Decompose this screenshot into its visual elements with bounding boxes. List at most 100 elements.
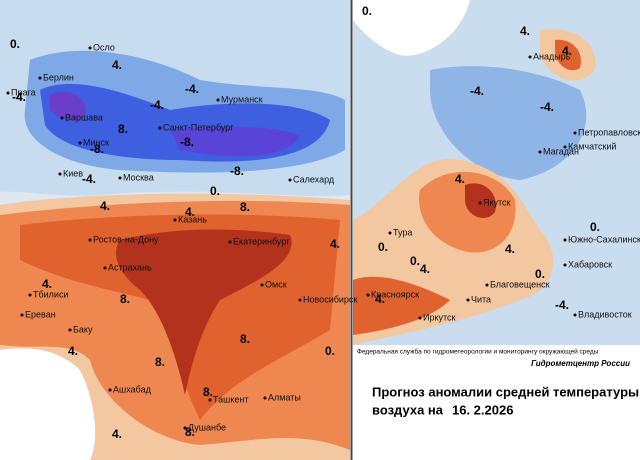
contour-label: 8. — [203, 385, 213, 399]
city-dot — [216, 98, 220, 102]
contour-label: 8. — [240, 200, 250, 214]
city-dot — [28, 293, 32, 297]
city-dot — [298, 298, 302, 302]
contour-label: 4. — [68, 344, 78, 358]
contour-label: 8. — [120, 292, 130, 306]
contour-label: -4. — [185, 82, 199, 96]
city-label: Киев — [63, 168, 83, 178]
city-dot — [38, 76, 42, 80]
contour-label: -4. — [82, 172, 96, 186]
city-dot — [228, 240, 232, 244]
contour-label: 0. — [378, 240, 388, 254]
city-dot — [563, 238, 567, 242]
city-dot — [6, 91, 10, 95]
contour-label: 4. — [112, 427, 122, 441]
city-dot — [466, 298, 470, 302]
city-label: Владивосток — [578, 309, 632, 319]
city-dot — [538, 150, 542, 154]
city-dot — [183, 426, 187, 430]
city-dot — [58, 172, 62, 176]
city-dot — [78, 141, 82, 145]
city-label: Тура — [393, 227, 412, 237]
contour-label: 4. — [100, 199, 110, 213]
city-dot — [366, 293, 370, 297]
center-name: Гидрометцентр России — [531, 359, 630, 368]
contour-label: 4. — [420, 262, 430, 276]
city-label: Варшава — [65, 112, 103, 122]
contour-label: -8. — [230, 164, 244, 178]
contour-label: 0. — [535, 267, 545, 281]
city-dot — [20, 313, 24, 317]
city-label: Астрахань — [108, 262, 152, 272]
city-label: Якутск — [483, 197, 511, 207]
city-label: Алматы — [268, 392, 301, 402]
city-dot — [103, 266, 107, 270]
city-label: Камчатский — [568, 141, 616, 151]
city-dot — [263, 396, 267, 400]
city-label: Тбилиси — [33, 289, 69, 299]
contour-label: 4. — [375, 292, 385, 306]
city-dot — [563, 145, 567, 149]
contour-label: 8. — [240, 332, 250, 346]
contour-label: 4. — [455, 172, 465, 186]
city-label: Ереван — [25, 309, 56, 319]
city-label: Магадан — [543, 146, 579, 156]
city-label: Мурманск — [221, 94, 263, 104]
city-dot — [563, 263, 567, 267]
city-label: Хабаровск — [568, 259, 612, 269]
city-label: Санкт-Петербург — [163, 122, 234, 132]
title-line-2: воздуха на — [372, 402, 444, 417]
city-dot — [88, 238, 92, 242]
contour-label: 4. — [112, 58, 122, 72]
city-dot — [528, 55, 532, 59]
city-label: Южно-Сахалинск — [568, 234, 640, 244]
city-dot — [478, 201, 482, 205]
city-dot — [418, 316, 422, 320]
city-dot — [158, 126, 162, 130]
city-dot — [485, 283, 489, 287]
contour-label: 0. — [590, 220, 600, 234]
city-label: Ашхабад — [113, 384, 152, 394]
contour-label: 0. — [210, 184, 220, 198]
city-dot — [173, 218, 177, 222]
left-map-fill — [0, 0, 350, 460]
city-label: Казань — [178, 214, 207, 224]
city-label: Анадырь — [533, 51, 571, 61]
contour-label: -4. — [12, 90, 26, 104]
city-dot — [88, 46, 92, 50]
contour-label: 0. — [10, 37, 20, 51]
city-dot — [208, 398, 212, 402]
city-label: Минск — [83, 137, 109, 147]
contour-label: 0. — [362, 4, 372, 18]
city-label: Прага — [11, 87, 36, 97]
contour-label: 4. — [520, 24, 530, 38]
city-label: Осло — [93, 42, 115, 52]
city-dot — [118, 176, 122, 180]
contour-label: 0. — [410, 254, 420, 268]
city-label: Екатеринбург — [233, 236, 290, 246]
city-label: Новосибирск — [303, 294, 357, 304]
city-label: Салехард — [293, 174, 335, 184]
contour-label: 4. — [330, 237, 340, 251]
contour-label: 0. — [325, 344, 335, 358]
contour-label: 4. — [42, 277, 52, 291]
city-dot — [108, 388, 112, 392]
city-dot — [60, 116, 64, 120]
city-label: Красноярск — [371, 289, 419, 299]
city-label: Омск — [265, 279, 287, 289]
contour-label: 4. — [505, 242, 515, 256]
contour-label: 8. — [155, 355, 165, 369]
title-line-1: Прогноз аномалии средней температуры — [372, 384, 639, 399]
city-label: Благовещенск — [490, 279, 550, 289]
city-label: Москва — [123, 172, 154, 182]
forecast-date: 16. 2.2026 — [452, 402, 513, 417]
city-dot — [573, 313, 577, 317]
city-label: Ташкент — [213, 394, 248, 404]
right-map-fill — [353, 0, 640, 345]
city-dot — [288, 178, 292, 182]
city-label: Ростов-на-Дону — [93, 234, 159, 244]
city-dot — [573, 131, 577, 135]
contour-label: 8. — [118, 122, 128, 136]
city-label: Душанбе — [188, 422, 226, 432]
